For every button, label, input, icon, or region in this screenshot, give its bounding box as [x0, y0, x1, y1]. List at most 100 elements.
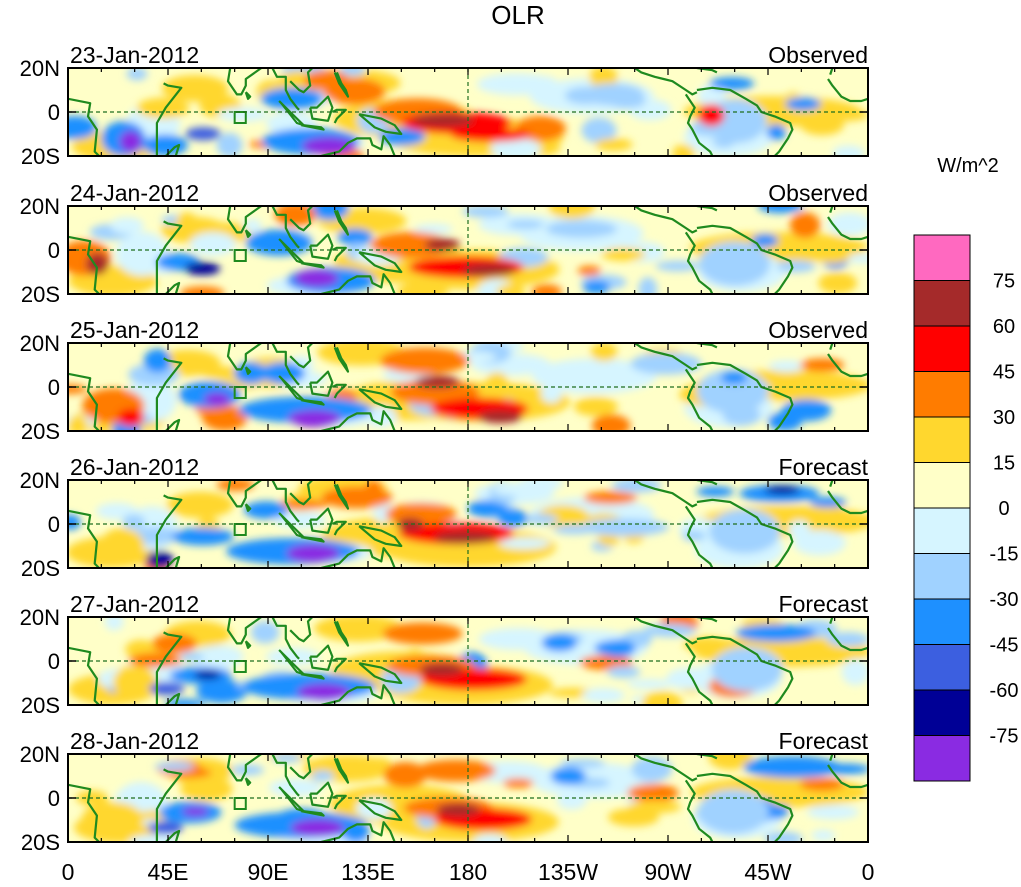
lon-tick-label: 45E: [148, 859, 189, 885]
lon-tick-label: 90W: [644, 859, 692, 885]
lon-tick-label: 135W: [538, 859, 598, 885]
colorbar-tick-label: 75: [993, 271, 1015, 293]
olr-anomaly-b0: [356, 797, 392, 820]
olr-anomaly-a60: [434, 530, 497, 545]
olr-anomaly-b30: [260, 87, 323, 110]
olr-anomaly-a15: [548, 206, 595, 219]
panel-date: 24-Jan-2012: [70, 180, 199, 206]
olr-anomaly-a30: [216, 480, 255, 491]
colorbar-swatch: [913, 280, 971, 327]
lon-tick-label: 135E: [341, 859, 395, 885]
lat-tick-label: 20N: [20, 56, 60, 81]
olr-anomaly-a15: [99, 528, 145, 564]
olr-anomaly-b15: [311, 770, 335, 782]
olr-anomaly-a15: [396, 282, 449, 294]
olr-anomaly-a45: [450, 128, 531, 142]
panel-5: 20N 0 20S 27-Jan-2012 Forecast: [20, 591, 869, 718]
olr-anomaly-b0: [268, 778, 323, 797]
lat-tick-label: 20S: [21, 282, 60, 307]
olr-anomaly-a60: [436, 803, 481, 817]
olr-anomaly-a30: [531, 284, 562, 294]
olr-anomaly-a15: [136, 97, 190, 119]
coastlines: [68, 343, 868, 431]
panel-1: 20N 0 20S 23-Jan-2012 Observed: [20, 42, 869, 169]
olr-anomaly-b15: [462, 206, 509, 218]
olr-anomaly-a15: [68, 415, 89, 431]
olr-anomaly-a15: [435, 541, 462, 555]
olr-anomaly-b30: [736, 624, 817, 642]
coastlines: [68, 754, 868, 842]
colorbar-swatch: [913, 735, 971, 782]
olr-anomaly-b30: [766, 124, 786, 141]
olr-anomaly-a15: [573, 397, 618, 417]
olr-anomaly-b30: [143, 348, 172, 373]
lat-tick-label: 20S: [21, 556, 60, 581]
olr-anomaly-a60: [412, 113, 475, 127]
olr-anomaly-a15: [81, 801, 144, 838]
panel-date: 23-Jan-2012: [70, 42, 199, 68]
colorbar-tick-label: -45: [990, 635, 1019, 657]
olr-anomaly-b0: [532, 358, 657, 394]
olr-anomaly-b0: [498, 537, 551, 550]
olr-anomaly-b15: [122, 514, 146, 529]
olr-anomaly-a30: [799, 777, 845, 791]
olr-anomaly-b15: [764, 831, 803, 842]
colorbar-swatch: [913, 325, 971, 372]
olr-field: [68, 617, 868, 705]
colorbar-swatch: [913, 598, 971, 645]
colorbar-tick-label: 60: [993, 316, 1015, 338]
olr-anomaly-b30: [767, 411, 803, 431]
panel-date: 26-Jan-2012: [70, 454, 199, 480]
olr-anomaly-a30: [321, 486, 393, 509]
colorbar-swatch: [913, 462, 971, 509]
lat-tick-label: 20S: [21, 419, 60, 444]
olr-anomaly-a45: [698, 104, 725, 127]
lat-tick-label: 20N: [20, 605, 60, 630]
olr-anomaly-b30: [720, 371, 748, 385]
olr-anomaly-b75: [294, 269, 339, 288]
olr-anomaly-b15: [507, 220, 544, 229]
olr-anomaly-b15: [126, 68, 148, 81]
olr-anomaly-a15: [641, 691, 683, 705]
colorbar-units: W/m^2: [937, 155, 999, 177]
lat-tick-label: 0: [48, 649, 60, 674]
olr-anomaly-b30: [68, 115, 97, 140]
olr-anomaly-a30: [323, 78, 386, 105]
lon-tick-label: 0: [62, 859, 75, 885]
olr-anomaly-a15: [597, 532, 620, 547]
colorbar: W/m^2 75 60 45 30 15 0 -15 -30 -45 -60 -75: [913, 155, 1019, 782]
lat-tick-label: 20S: [21, 144, 60, 169]
panel-6: 20N 0 20S 28-Jan-2012 Forecast: [20, 728, 869, 855]
colorbar-swatch: [913, 689, 971, 736]
olr-anomaly-b75: [290, 818, 345, 837]
olr-anomaly-b15: [581, 117, 617, 144]
colorbar-swatch: [913, 234, 971, 281]
lat-tick-label: 0: [48, 238, 60, 263]
olr-anomaly-b0: [414, 224, 453, 234]
panel-kind: Forecast: [779, 454, 869, 480]
olr-anomaly-b15: [339, 68, 366, 77]
panel-kind: Forecast: [779, 728, 869, 754]
colorbar-swatch: [913, 644, 971, 691]
olr-anomaly-a60: [424, 238, 461, 252]
olr-anomaly-b0: [189, 232, 237, 256]
olr-anomaly-b30: [751, 234, 779, 248]
olr-anomaly-b0: [110, 217, 144, 234]
olr-anomaly-a45: [478, 812, 523, 826]
olr-anomaly-b15: [631, 756, 673, 782]
olr-anomaly-a30: [383, 762, 428, 788]
olr-anomaly-a15: [708, 754, 753, 770]
region-box: [233, 386, 247, 399]
olr-anomaly-b30: [696, 486, 735, 497]
olr-anomaly-a15: [594, 138, 633, 151]
olr-anomaly-b30: [196, 679, 248, 704]
region-box: [233, 660, 247, 673]
colorbar-swatch: [913, 553, 971, 600]
olr-anomaly-b0: [793, 530, 846, 556]
lat-tick-label: 0: [48, 375, 60, 400]
olr-anomaly-a15: [601, 247, 646, 261]
lon-tick-label: 0: [862, 859, 875, 885]
olr-anomaly-b0: [845, 253, 868, 264]
olr-anomaly-a30: [382, 622, 463, 645]
olr-anomaly-b30: [68, 514, 81, 530]
